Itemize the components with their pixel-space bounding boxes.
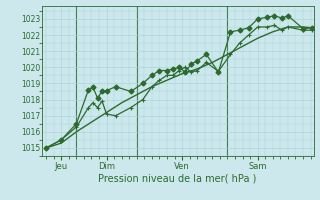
X-axis label: Pression niveau de la mer( hPa ): Pression niveau de la mer( hPa ) (99, 173, 257, 183)
